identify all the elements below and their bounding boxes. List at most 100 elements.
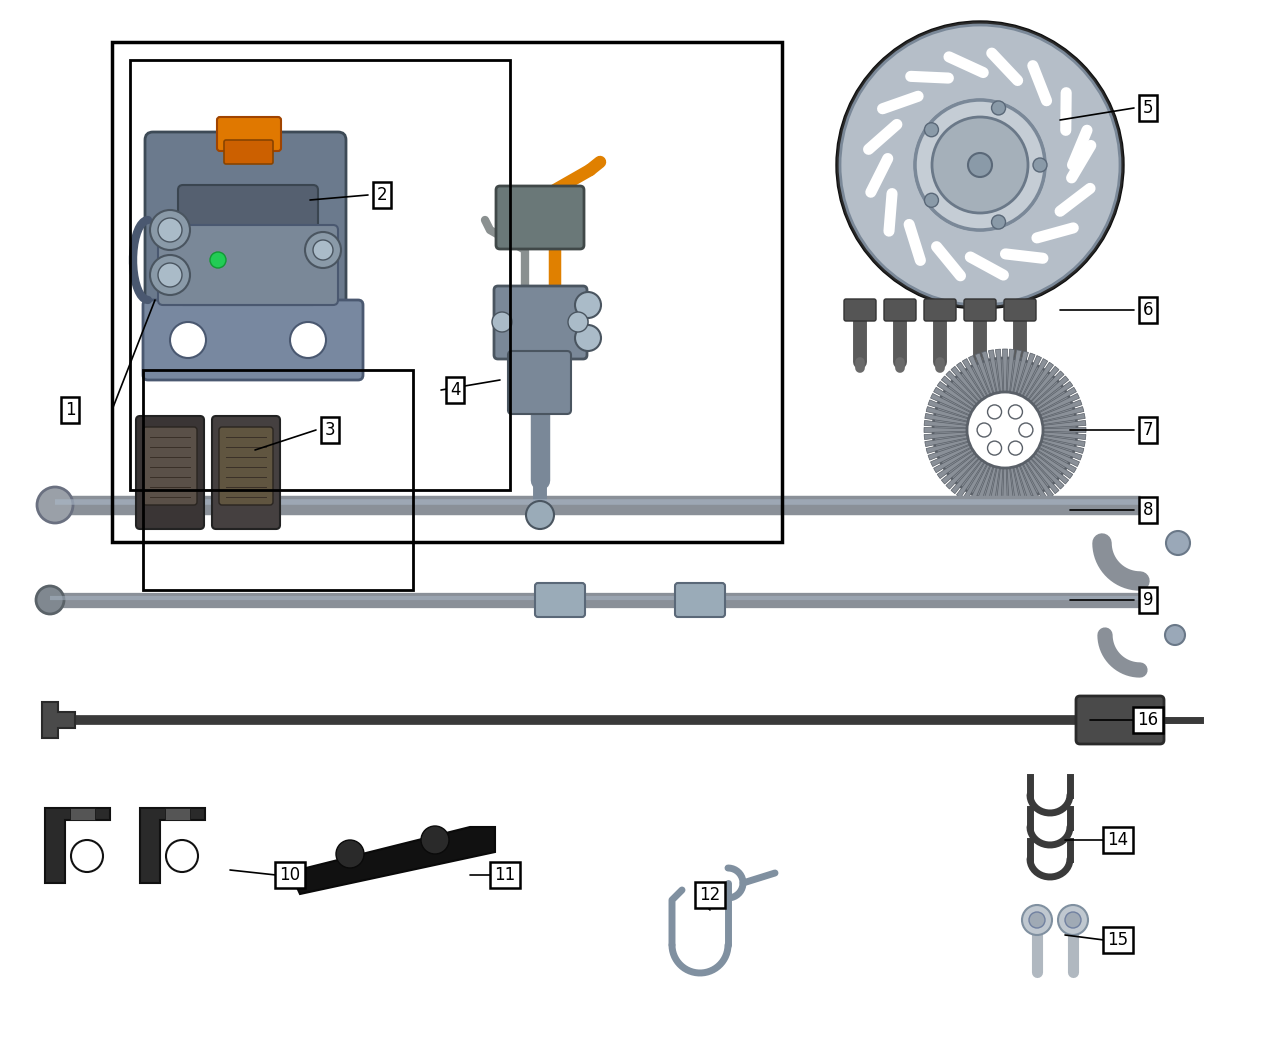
- FancyBboxPatch shape: [497, 186, 584, 249]
- Wedge shape: [1005, 406, 1084, 431]
- Text: 3: 3: [325, 421, 335, 439]
- Circle shape: [150, 210, 189, 250]
- Circle shape: [37, 487, 73, 523]
- Circle shape: [968, 153, 992, 178]
- Wedge shape: [969, 355, 1005, 431]
- Polygon shape: [42, 702, 76, 738]
- Wedge shape: [1005, 431, 1015, 511]
- Text: 15: 15: [1107, 931, 1129, 949]
- Circle shape: [568, 313, 588, 332]
- Wedge shape: [1005, 431, 1084, 454]
- Wedge shape: [924, 431, 1005, 440]
- Wedge shape: [1005, 351, 1028, 431]
- Circle shape: [1065, 912, 1082, 928]
- Wedge shape: [951, 431, 1005, 493]
- Bar: [165, 808, 189, 820]
- Circle shape: [150, 255, 189, 296]
- Circle shape: [915, 100, 1044, 230]
- Circle shape: [1009, 441, 1023, 455]
- Polygon shape: [140, 808, 205, 883]
- Wedge shape: [1005, 431, 1028, 509]
- Wedge shape: [933, 431, 1005, 473]
- Wedge shape: [1002, 431, 1007, 511]
- Wedge shape: [937, 382, 1005, 431]
- Wedge shape: [1002, 349, 1007, 431]
- Wedge shape: [1005, 362, 1053, 431]
- Wedge shape: [1005, 358, 1048, 431]
- FancyBboxPatch shape: [145, 132, 346, 323]
- Wedge shape: [963, 358, 1005, 431]
- Wedge shape: [1005, 427, 1085, 433]
- Circle shape: [575, 292, 602, 318]
- Text: 2: 2: [376, 186, 388, 204]
- Wedge shape: [927, 406, 1005, 431]
- Wedge shape: [925, 414, 1005, 431]
- Wedge shape: [1005, 420, 1085, 431]
- Wedge shape: [988, 431, 1005, 510]
- Wedge shape: [941, 376, 1005, 431]
- Circle shape: [966, 392, 1043, 468]
- Wedge shape: [1005, 376, 1069, 431]
- Circle shape: [526, 501, 554, 529]
- Wedge shape: [1005, 414, 1085, 431]
- Wedge shape: [969, 431, 1005, 505]
- Circle shape: [157, 218, 182, 242]
- Circle shape: [421, 826, 449, 854]
- FancyBboxPatch shape: [884, 299, 916, 321]
- Polygon shape: [291, 827, 495, 894]
- Wedge shape: [956, 362, 1005, 431]
- Circle shape: [932, 117, 1028, 213]
- Text: 10: 10: [279, 866, 301, 884]
- Wedge shape: [924, 427, 1005, 433]
- Bar: [113, 43, 782, 542]
- Wedge shape: [963, 431, 1005, 502]
- Circle shape: [988, 441, 1001, 455]
- FancyBboxPatch shape: [136, 416, 204, 529]
- Circle shape: [1166, 532, 1190, 555]
- Circle shape: [337, 840, 364, 868]
- Wedge shape: [1005, 431, 1036, 507]
- Text: 8: 8: [1143, 501, 1153, 519]
- FancyBboxPatch shape: [494, 286, 588, 359]
- Wedge shape: [1005, 367, 1059, 431]
- Wedge shape: [946, 371, 1005, 431]
- Wedge shape: [925, 431, 1005, 446]
- FancyBboxPatch shape: [508, 351, 571, 414]
- Wedge shape: [927, 431, 1005, 454]
- FancyBboxPatch shape: [1076, 696, 1164, 744]
- Wedge shape: [840, 26, 1120, 305]
- Wedge shape: [1005, 431, 1059, 493]
- Wedge shape: [1005, 431, 1073, 478]
- Wedge shape: [1005, 355, 1042, 431]
- Circle shape: [492, 313, 512, 332]
- Circle shape: [291, 322, 326, 358]
- Wedge shape: [988, 350, 1005, 431]
- FancyBboxPatch shape: [535, 583, 585, 617]
- Circle shape: [1059, 905, 1088, 935]
- Text: 4: 4: [449, 381, 461, 399]
- Wedge shape: [1005, 400, 1082, 431]
- Text: 12: 12: [699, 885, 721, 904]
- Circle shape: [1033, 158, 1047, 172]
- Wedge shape: [946, 431, 1005, 489]
- Wedge shape: [1005, 431, 1021, 510]
- Wedge shape: [931, 431, 1005, 467]
- Wedge shape: [1005, 431, 1064, 489]
- Wedge shape: [982, 431, 1005, 509]
- Wedge shape: [941, 431, 1005, 484]
- Circle shape: [1021, 905, 1052, 935]
- Wedge shape: [1005, 350, 1021, 431]
- FancyBboxPatch shape: [844, 299, 876, 321]
- Text: 6: 6: [1143, 301, 1153, 319]
- Text: 5: 5: [1143, 99, 1153, 117]
- Wedge shape: [1005, 393, 1079, 431]
- Circle shape: [305, 232, 340, 268]
- Wedge shape: [924, 420, 1005, 431]
- Circle shape: [70, 840, 102, 872]
- Wedge shape: [937, 431, 1005, 478]
- Polygon shape: [45, 808, 110, 883]
- Wedge shape: [1005, 382, 1073, 431]
- Wedge shape: [1005, 431, 1085, 446]
- Circle shape: [1019, 423, 1033, 437]
- Bar: [70, 808, 95, 820]
